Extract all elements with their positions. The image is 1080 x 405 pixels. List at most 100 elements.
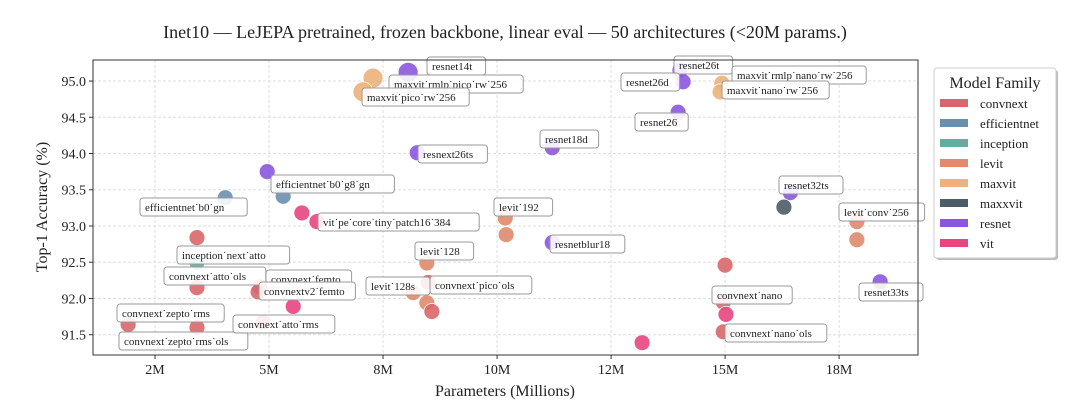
point-label: resnet33ts (858, 282, 924, 302)
x-axis: 2M 5M 8M 10M 12M 15M 18M (145, 355, 853, 378)
point-label-text: resnet14t (432, 61, 472, 73)
point-label: convnext˙atto˙ols (163, 266, 267, 286)
y-axis-label: Top-1 Accuracy (%) (34, 142, 51, 272)
point-label-text: levit˙128s (371, 281, 415, 293)
legend-swatch-maxxvit (940, 199, 968, 207)
point-label-text: resnext26ts (423, 149, 473, 161)
point-label: convnext˙pico˙ols (429, 275, 533, 295)
plot-frame (92, 59, 919, 356)
legend-entry: efficientnet (980, 116, 1039, 131)
point-label: resnext26ts (417, 144, 488, 164)
legend-entry: maxvit (980, 176, 1016, 191)
x-tick-label: 12M (598, 363, 625, 378)
data-point-maxxvit (775, 198, 793, 216)
point-label-text: convnext˙atto˙rms (238, 319, 319, 331)
data-point-levit (848, 231, 866, 249)
data-point-vit (633, 334, 651, 352)
point-label-text: resnetblur18 (555, 239, 610, 251)
y-tick-label: 92.0 (62, 292, 87, 307)
data-point-vit (284, 298, 302, 315)
point-label: convnext˙zepto˙rms˙ols (118, 331, 249, 351)
legend-swatch-levit (940, 159, 968, 167)
point-label: resnet32ts (778, 175, 844, 195)
legend-swatch-efficientnet (940, 119, 968, 127)
data-point-vit (293, 204, 311, 222)
x-tick-label: 10M (484, 363, 511, 378)
point-label: convnext˙zepto˙rms (116, 303, 225, 323)
point-label-text: convnext˙zepto˙rms (122, 308, 210, 320)
legend-swatch-maxvit (940, 179, 968, 187)
legend-swatch-resnet (940, 219, 968, 227)
point-label: resnetblur18 (549, 234, 626, 254)
point-label-text: resnet26 (640, 117, 678, 129)
x-tick-label: 8M (373, 363, 393, 378)
x-axis-label: Parameters (Millions) (435, 383, 575, 400)
point-label: levit˙conv˙256 (838, 202, 926, 222)
point-label: resnet26 (634, 112, 689, 132)
y-tick-label: 91.5 (62, 329, 87, 344)
point-label: efficientnet˙b0˙g8˙gn (270, 174, 395, 194)
legend-title: Model Family (949, 75, 1040, 92)
point-label-text: maxvit˙pico˙rw˙256 (367, 92, 456, 104)
point-label-text: levit˙128 (420, 246, 460, 258)
point-label-text: resnet33ts (864, 287, 909, 299)
point-label-text: maxvit˙nano˙rw˙256 (727, 85, 819, 97)
point-label: maxvit˙rmlp˙nano˙rw˙256 (731, 65, 867, 85)
point-label: convnext˙nano˙ols (724, 323, 828, 343)
data-point-vit (717, 306, 735, 323)
point-label-text: maxvit˙rmlp˙nano˙rw˙256 (737, 70, 853, 82)
point-label: resnet26d (620, 72, 681, 92)
legend: Model Family convnext efficientnet inceptio… (933, 67, 1058, 260)
y-tick-label: 94.0 (62, 148, 87, 163)
data-point-convnext (188, 229, 206, 246)
point-label: resnet14t (426, 56, 487, 76)
legend-swatch-convnext (940, 99, 968, 107)
point-label: convnext˙atto˙rms (232, 314, 336, 334)
point-label: maxvit˙pico˙rw˙256 (361, 87, 470, 107)
data-point-levit (497, 226, 515, 244)
legend-entry: inception (980, 136, 1029, 151)
point-label-text: convnextv2˙femto (264, 286, 345, 298)
y-tick-label: 92.5 (62, 256, 87, 271)
point-label-text: resnet18d (545, 134, 588, 146)
legend-entry: maxxvit (980, 196, 1023, 211)
y-tick-label: 95.0 (62, 75, 87, 90)
point-label: inception˙next˙atto (176, 245, 291, 265)
point-label: resnet18d (539, 129, 600, 149)
x-tick-label: 2M (145, 363, 165, 378)
legend-entry: resnet (980, 216, 1011, 231)
legend-swatch-vit (940, 239, 968, 247)
point-label: resnet26t (673, 55, 734, 75)
point-label-text: resnet26t (679, 60, 719, 72)
point-label-text: inception˙next˙atto (182, 250, 266, 262)
point-label-text: convnext˙nano (717, 290, 783, 302)
point-label: levit˙128 (414, 241, 475, 261)
legend-entry: convnext (980, 96, 1028, 111)
chart-title: Inet10 — LeJEPA pretrained, frozen backb… (163, 22, 847, 43)
point-label-text: levit˙192 (499, 202, 539, 214)
y-tick-label: 93.5 (62, 184, 87, 199)
point-label-text: vit˙pe˙core˙tiny˙patch16˙384 (323, 217, 451, 229)
y-tick-label: 94.5 (62, 111, 87, 126)
y-tick-label: 93.0 (62, 220, 87, 235)
data-point-convnext (423, 303, 441, 320)
point-label-text: resnet26d (626, 77, 669, 89)
legend-entry: levit (980, 156, 1003, 171)
point-label: convnextv2˙femto (258, 281, 356, 301)
point-label-text: convnext˙pico˙ols (435, 280, 514, 292)
point-label-text: efficientnet˙b0˙g8˙gn (276, 179, 370, 191)
x-tick-label: 18M (826, 363, 853, 378)
point-label-text: convnext˙nano˙ols (730, 328, 812, 340)
point-label: levit˙192 (493, 197, 554, 217)
point-label-text: levit˙conv˙256 (844, 207, 909, 219)
data-point-convnext (716, 256, 734, 274)
point-label-text: convnext˙zepto˙rms˙ols (124, 336, 228, 348)
legend-box (933, 67, 1057, 259)
point-label: vit˙pe˙core˙tiny˙patch16˙384 (317, 212, 480, 232)
point-label-text: efficientnet˙b0˙gn (145, 202, 225, 214)
legend-entry: vit (980, 236, 994, 251)
point-label: efficientnet˙b0˙gn (139, 197, 248, 217)
x-tick-label: 15M (712, 363, 739, 378)
